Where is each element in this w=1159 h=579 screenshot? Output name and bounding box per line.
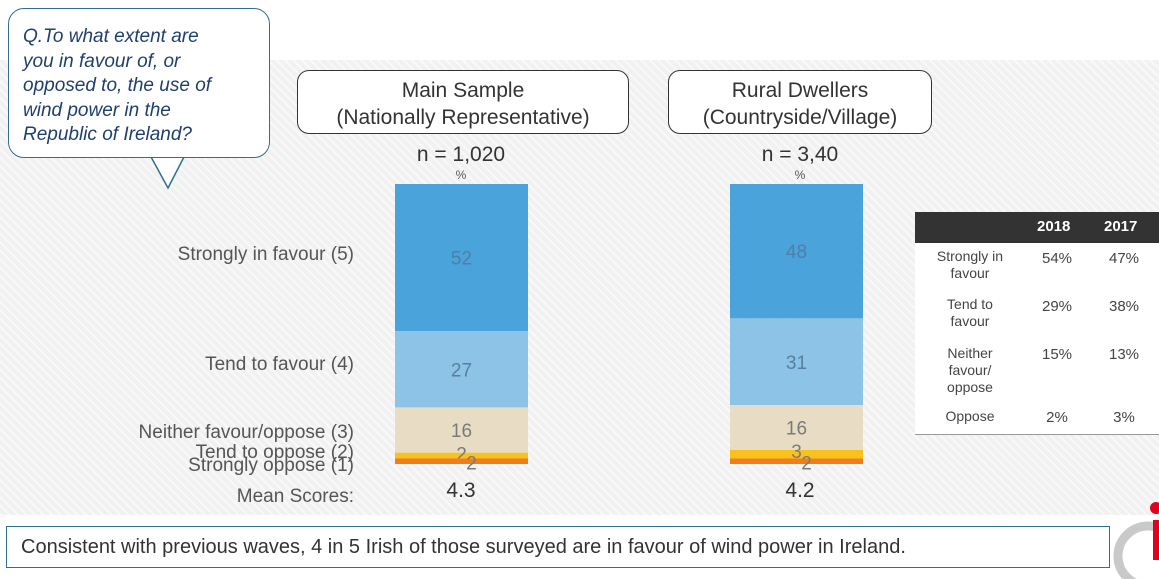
main-sample-subtitle: (Nationally Representative) [336, 106, 590, 129]
rural-dwellers-unit: % [794, 168, 806, 182]
category-label-tend-oppose: Tend to oppose (2) [195, 442, 354, 463]
bar-value-label: 48 [786, 242, 807, 263]
category-label-tend-favour: Tend to favour (4) [205, 354, 354, 375]
rural-dwellers-mean: 4.2 [785, 479, 815, 502]
rural-dwellers-n: n = 3,40 [761, 143, 839, 166]
bar-value-label: 2 [801, 453, 812, 474]
question-line: wind power in the [23, 99, 171, 121]
bar-segment [395, 331, 528, 408]
table-cell: 47% [1108, 250, 1140, 267]
bar-value-label: 2 [456, 445, 467, 466]
question-line: Republic of Ireland? [23, 124, 192, 145]
bar-segment [395, 452, 528, 459]
table-row-label: Strongly in favour [936, 248, 1004, 281]
brand-logo [1113, 502, 1159, 579]
table-cell: 38% [1108, 298, 1140, 315]
bar-segment [730, 458, 863, 464]
rural-dwellers-subtitle: (Countryside/Village) [702, 106, 898, 129]
main-sample-header: Main Sample (Nationally Representative) [297, 70, 629, 134]
rural-dwellers-title: Rural Dwellers [731, 79, 869, 102]
table-row-label: Tend to favour [947, 296, 993, 329]
table-cell: 2% [1046, 409, 1068, 426]
bar-value-label: 3 [791, 442, 802, 463]
question-line: you in favour of, or [23, 50, 181, 72]
table-row-label: Neither favour/ oppose [947, 345, 993, 395]
bar-value-label: 31 [786, 353, 807, 374]
bar-segment [730, 184, 863, 319]
table-row-label: Oppose [945, 408, 995, 424]
main-sample-n: n = 1,020 [416, 143, 506, 166]
category-label-strongly-oppose: Strongly oppose (1) [188, 455, 354, 476]
year-comparison-table: 2018 2017 Strongly in favour 54% 47% Ten… [915, 212, 1159, 435]
category-label-strongly-favour: Strongly in favour (5) [177, 244, 354, 265]
footer-summary: Consistent with previous waves, 4 in 5 I… [6, 526, 1110, 568]
bar-value-label: 2 [466, 453, 477, 474]
table-cell: 13% [1108, 346, 1140, 363]
bar-value-label: 16 [786, 419, 807, 440]
table-col-2017: 2017 [1104, 218, 1138, 235]
table-col-2018: 2018 [1037, 218, 1071, 235]
table-cell: 3% [1113, 409, 1135, 426]
main-sample-title: Main Sample [401, 79, 525, 102]
bar-value-label: 52 [451, 249, 472, 270]
bar-segment [395, 184, 528, 332]
bar-value-label: 16 [451, 421, 472, 442]
table-header: 2018 2017 [915, 212, 1159, 243]
table-cell: 29% [1041, 298, 1073, 315]
question-line: Q.To what extent are [23, 26, 199, 47]
bar-segment [395, 407, 528, 453]
main-sample-mean: 4.3 [446, 479, 476, 502]
main-sample-unit: % [455, 168, 467, 182]
bar-segment [395, 458, 528, 464]
bar-segment [730, 318, 863, 406]
question-bubble: Q.To what extent are you in favour of, o… [8, 8, 270, 158]
question-line: opposed to, the use of [23, 75, 212, 96]
mean-scores-label: Mean Scores: [236, 486, 354, 507]
bar-segment [730, 450, 863, 459]
bar-segment [730, 405, 863, 450]
bar-value-label: 27 [451, 360, 472, 381]
rural-dwellers-header: Rural Dwellers (Countryside/Village) [668, 70, 932, 134]
table-cell: 15% [1041, 346, 1073, 363]
table-cell: 54% [1041, 250, 1073, 267]
category-label-neither: Neither favour/oppose (3) [138, 422, 354, 443]
